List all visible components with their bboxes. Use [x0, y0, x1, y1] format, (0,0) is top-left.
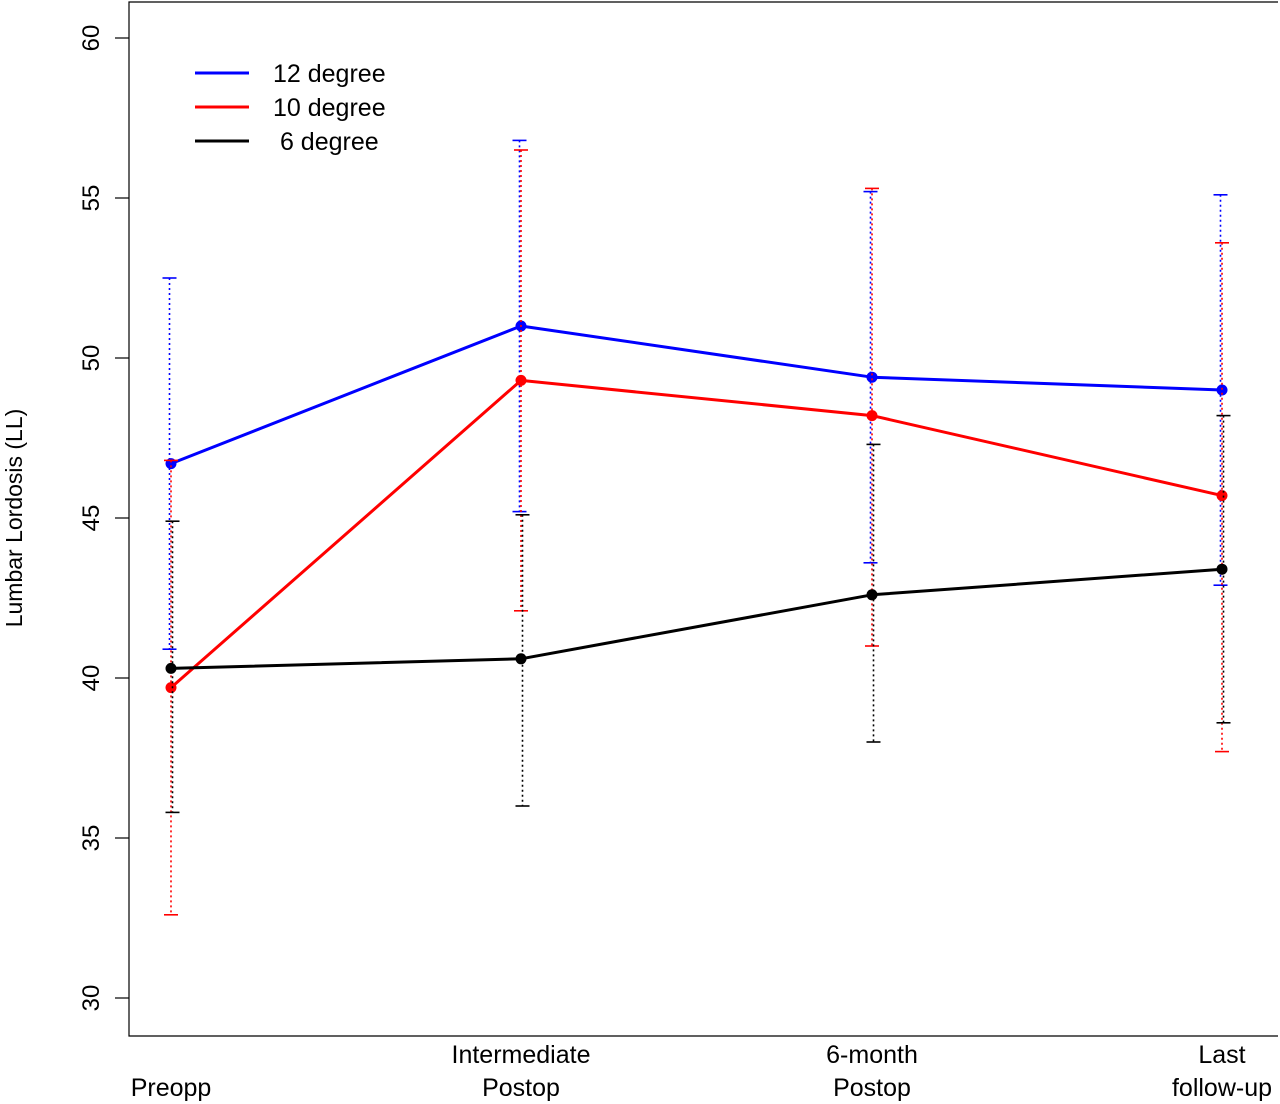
series-layer — [162, 139, 1231, 916]
x-tick-label: Last — [1198, 1041, 1245, 1069]
data-point — [866, 410, 878, 422]
data-point — [1216, 384, 1228, 396]
legend-item: 12 degree — [195, 60, 386, 88]
series-3 — [165, 414, 1231, 814]
y-tick-label: 35 — [78, 825, 105, 852]
y-tick-label: 60 — [78, 25, 105, 52]
data-point — [515, 653, 527, 665]
y-tick-label: 55 — [78, 185, 105, 212]
legend-label: 6 degree — [273, 128, 379, 156]
x-tick-label: Postop — [833, 1074, 911, 1102]
legend-label: 12 degree — [273, 60, 386, 88]
error-bar — [865, 187, 879, 647]
error-bar — [164, 459, 178, 916]
data-point — [165, 682, 177, 694]
series-line — [170, 378, 1223, 689]
y-tick-label: 50 — [78, 345, 105, 372]
y-tick-label: 30 — [78, 985, 105, 1012]
x-tick-label: follow-up — [1172, 1074, 1272, 1102]
data-point — [866, 371, 878, 383]
data-point — [866, 589, 878, 601]
plot-area — [128, 1, 1278, 1037]
y-axis: 30 35 40 45 50 55 60 — [78, 25, 129, 1012]
legend-label: 10 degree — [273, 94, 386, 122]
x-tick-label: Postop — [482, 1074, 560, 1102]
plot-border — [128, 1, 1278, 1037]
data-point — [515, 374, 527, 386]
legend-item: 6 degree — [195, 128, 379, 156]
legend: 12 degree 10 degree 6 degree — [195, 60, 386, 156]
error-bar — [866, 443, 881, 743]
legend-item: 10 degree — [195, 94, 386, 122]
x-category-label: Last follow-up — [1172, 1041, 1272, 1102]
x-category-label: Preopp — [131, 1074, 212, 1102]
x-tick-label: Preopp — [131, 1074, 212, 1102]
y-axis-label: Lumbar Lordosis (LL) — [1, 409, 27, 628]
series-line — [170, 567, 1223, 670]
y-tick-label: 40 — [78, 665, 105, 692]
data-point — [1216, 490, 1228, 502]
x-category-label: Intermediate Postop — [452, 1041, 591, 1102]
x-tick-label: 6-month — [826, 1041, 918, 1069]
error-bar — [1216, 414, 1231, 724]
x-tick-label: Intermediate — [452, 1041, 591, 1069]
y-tick-label: 45 — [78, 505, 105, 532]
data-point — [165, 662, 177, 674]
series-1 — [162, 139, 1228, 651]
series-line — [170, 324, 1223, 465]
data-point — [1216, 563, 1228, 575]
x-category-label: 6-month Postop — [826, 1041, 918, 1102]
x-axis: Preopp Intermediate Postop 6-month Postop Las… — [131, 1041, 1272, 1102]
error-bar — [1215, 242, 1229, 753]
series-2 — [164, 149, 1229, 916]
